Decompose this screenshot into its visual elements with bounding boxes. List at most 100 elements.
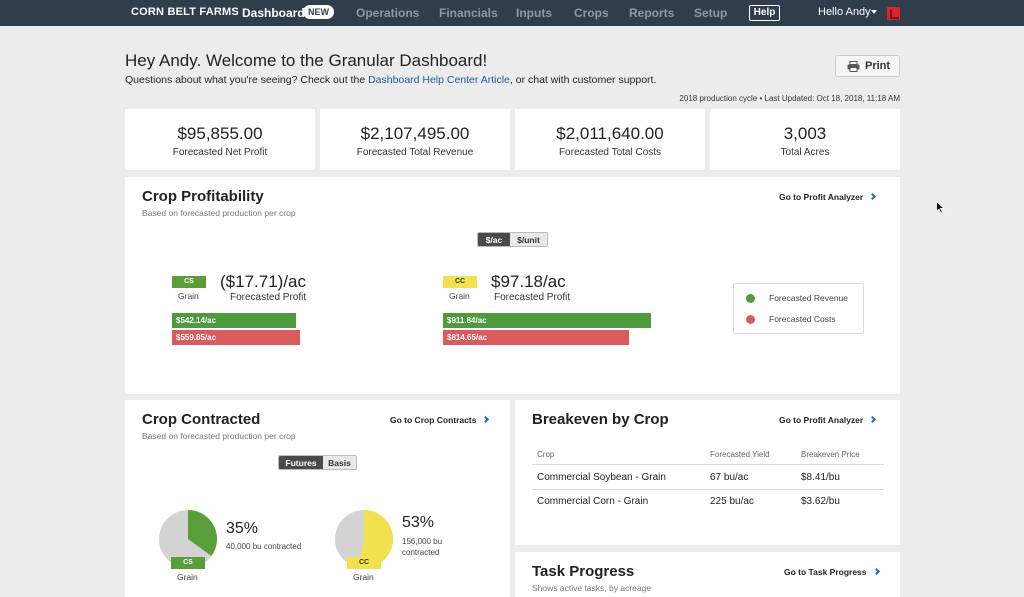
- contracted-pie-cc: [335, 510, 393, 568]
- print-label: Print: [865, 60, 891, 72]
- crop-type-label: Grain: [449, 291, 470, 301]
- user-menu[interactable]: Hello Andy: [818, 6, 871, 18]
- stat-label: Forecasted Total Revenue: [356, 147, 474, 158]
- nav-operations[interactable]: Operations: [356, 6, 420, 20]
- column-header-breakeven: Breakeven Price: [801, 450, 860, 459]
- crop-profit-label: Forecasted Profit: [230, 292, 307, 303]
- crop-contracted-title: Crop Contracted: [142, 411, 261, 428]
- contract-type-toggle: Futures Basis: [278, 455, 357, 470]
- help-text: Questions about what you're seeing? Chec…: [125, 74, 656, 86]
- crop-profitability-title: Crop Profitability: [142, 188, 264, 205]
- table-cell-yield: 67 bu/ac: [710, 472, 749, 483]
- stat-label: Forecasted Net Profit: [172, 147, 268, 158]
- table-divider: [532, 464, 884, 465]
- link-label: Go to Profit Analyzer: [779, 192, 864, 202]
- nav-inputs[interactable]: Inputs: [516, 6, 552, 20]
- stat-value: 3,003: [783, 124, 827, 143]
- crop-profit-label: Forecasted Profit: [494, 292, 571, 303]
- crop-type-label: Grain: [178, 291, 199, 301]
- mouse-cursor-icon: [936, 201, 945, 214]
- crop-badge-cs: CS: [172, 276, 206, 288]
- nav-reports[interactable]: Reports: [629, 6, 675, 20]
- contracted-amount: 156,000 bu: [402, 537, 443, 546]
- breakeven-title: Breakeven by Crop: [532, 411, 669, 428]
- crop-type-label: Grain: [177, 572, 198, 582]
- stat-label: Forecasted Total Costs: [558, 147, 662, 158]
- crop-profitability-subtitle: Based on forecasted production per crop: [142, 208, 296, 218]
- printer-icon: [847, 61, 860, 72]
- profitability-legend: Forecasted Revenue Forecasted Costs: [733, 283, 864, 334]
- link-label: Go to Task Progress: [784, 567, 867, 577]
- link-label: Go to Profit Analyzer: [779, 415, 864, 425]
- chevron-right-icon: [872, 567, 880, 576]
- contracted-percent: 35%: [226, 520, 259, 537]
- crop-badge-cc: CC: [347, 557, 381, 569]
- legend-label: Forecasted Costs: [769, 314, 836, 324]
- go-to-crop-contracts-link[interactable]: Go to Crop Contracts: [390, 415, 490, 425]
- new-badge: NEW: [303, 5, 334, 19]
- table-divider: [532, 489, 884, 490]
- chevron-right-icon: [869, 192, 877, 201]
- stat-value: $95,855.00: [177, 124, 263, 143]
- pie-slice-contracted: [358, 510, 393, 568]
- task-progress-title: Task Progress: [532, 563, 635, 580]
- nav-dashboard[interactable]: Dashboard: [242, 6, 305, 20]
- company-logo-icon: [887, 7, 900, 20]
- contracted-amount-suffix: contracted: [402, 548, 440, 557]
- table-cell-yield: 225 bu/ac: [710, 496, 754, 507]
- legend-dot-icon: [746, 294, 755, 303]
- link-label: Go to Crop Contracts: [390, 415, 477, 425]
- go-to-profit-analyzer-link[interactable]: Go to Profit Analyzer: [779, 415, 877, 425]
- crop-contracted-subtitle: Based on forecasted production per crop: [142, 431, 296, 441]
- contracted-amount: 40,000 bu contracted: [226, 542, 302, 551]
- chevron-right-icon: [482, 415, 490, 424]
- print-button[interactable]: Print: [835, 55, 900, 77]
- stat-card-net-profit: $95,855.00 Forecasted Net Profit: [125, 109, 315, 170]
- nav-crops[interactable]: Crops: [574, 6, 609, 20]
- task-progress-subtitle: Shows active tasks, by acreage: [532, 583, 652, 593]
- crop-badge-cs: CS: [171, 557, 205, 569]
- table-cell-crop: Commercial Corn - Grain: [537, 496, 649, 507]
- crop-profit-value: ($17.71)/ac: [220, 272, 306, 291]
- crop-profit-value: $97.18/ac: [491, 272, 566, 291]
- toggle-per-acre[interactable]: $/ac: [478, 233, 510, 246]
- stat-card-total-acres: 3,003 Total Acres: [710, 109, 900, 170]
- nav-financials[interactable]: Financials: [439, 6, 498, 20]
- contracted-percent: 53%: [402, 514, 435, 531]
- help-text-prefix: Questions about what you're seeing? Chec…: [125, 74, 369, 86]
- help-center-link[interactable]: Dashboard Help Center Article: [368, 74, 510, 86]
- table-cell-price: $3.62/bu: [801, 496, 840, 507]
- task-progress-card: [515, 552, 900, 597]
- legend-dot-icon: [746, 315, 755, 324]
- table-cell-crop: Commercial Soybean - Grain: [537, 472, 666, 483]
- legend-label: Forecasted Revenue: [769, 293, 848, 303]
- table-cell-price: $8.41/bu: [801, 472, 840, 483]
- stat-card-total-costs: $2,011,640.00 Forecasted Total Costs: [515, 109, 705, 170]
- help-button[interactable]: Help: [749, 5, 780, 21]
- revenue-bar: $911.84/ac: [443, 313, 651, 328]
- caret-down-icon[interactable]: [871, 10, 877, 14]
- column-header-yield: Forecasted Yield: [710, 450, 770, 459]
- toggle-basis[interactable]: Basis: [323, 456, 356, 469]
- crop-badge-cc: CC: [443, 276, 477, 288]
- stat-value: $2,011,640.00: [556, 124, 664, 143]
- help-text-suffix: , or chat with customer support.: [509, 74, 657, 86]
- nav-setup[interactable]: Setup: [694, 6, 728, 20]
- costs-bar: $559.85/ac: [172, 330, 300, 345]
- chevron-right-icon: [869, 415, 877, 424]
- brand-name[interactable]: CORN BELT FARMS: [131, 6, 239, 18]
- toggle-futures[interactable]: Futures: [279, 456, 323, 469]
- stat-label: Total Acres: [780, 147, 830, 158]
- revenue-bar: $542.14/ac: [172, 313, 296, 328]
- last-updated: 2018 production cycle • Last Updated: Oc…: [679, 94, 900, 103]
- contracted-pie-cs: [159, 510, 217, 568]
- go-to-task-progress-link[interactable]: Go to Task Progress: [784, 567, 880, 577]
- go-to-profit-analyzer-link[interactable]: Go to Profit Analyzer: [779, 192, 877, 202]
- crop-type-label: Grain: [353, 572, 374, 582]
- unit-toggle: $/ac $/unit: [477, 232, 548, 247]
- pie-slice-contracted: [188, 510, 217, 557]
- breakeven-card: [515, 400, 900, 545]
- column-header-crop: Crop: [537, 450, 555, 459]
- toggle-per-unit[interactable]: $/unit: [510, 233, 547, 246]
- costs-bar: $814.65/ac: [443, 330, 629, 345]
